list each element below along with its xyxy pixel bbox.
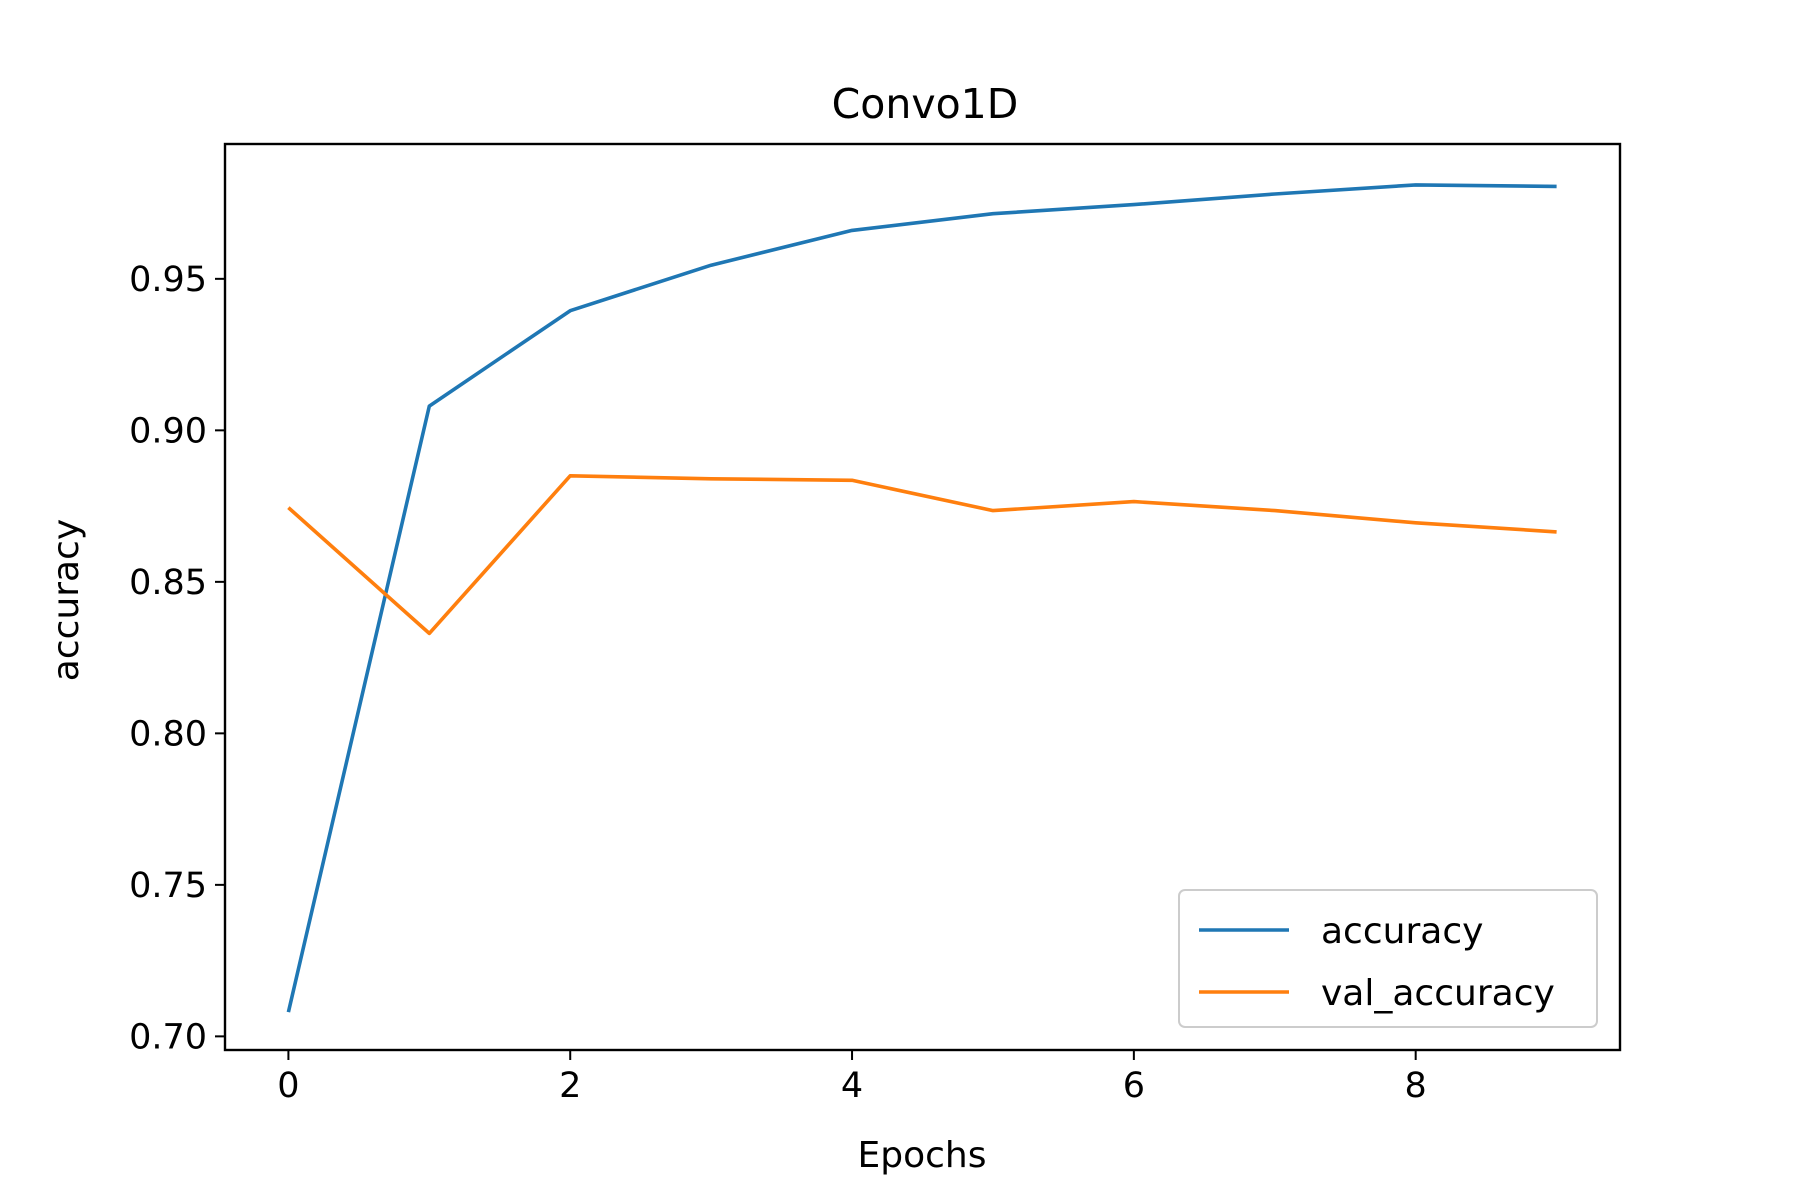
- chart-title: Convo1D: [832, 80, 1019, 128]
- x-tick-label: 8: [1405, 1066, 1427, 1106]
- y-tick-label: 0.75: [129, 866, 207, 906]
- y-tick-label: 0.80: [129, 714, 207, 754]
- legend: accuracy val_accuracy: [1178, 889, 1598, 1028]
- y-tick-label: 0.85: [129, 563, 207, 603]
- x-tick-label: 4: [841, 1066, 863, 1106]
- x-axis-ticks: 0 2 4 6 8: [277, 1050, 1427, 1106]
- y-tick-label: 0.95: [129, 260, 207, 300]
- y-axis-label: accuracy: [46, 519, 87, 681]
- legend-label-accuracy: accuracy: [1321, 911, 1483, 952]
- y-axis-ticks: 0.70 0.75 0.80 0.85 0.90 0.95: [129, 260, 225, 1057]
- series-line-accuracy: [286, 183, 1557, 1013]
- x-tick-label: 2: [559, 1066, 581, 1106]
- series-line-val-accuracy: [287, 473, 1557, 636]
- x-tick-label: 0: [277, 1066, 299, 1106]
- x-axis-label: Epochs: [858, 1135, 987, 1176]
- x-tick-label: 6: [1123, 1066, 1145, 1106]
- plot-area: [286, 183, 1557, 1013]
- y-tick-label: 0.70: [129, 1017, 207, 1057]
- y-tick-label: 0.90: [129, 411, 207, 451]
- axes-frame: [223, 142, 1622, 1052]
- legend-label-val-accuracy: val_accuracy: [1321, 973, 1555, 1014]
